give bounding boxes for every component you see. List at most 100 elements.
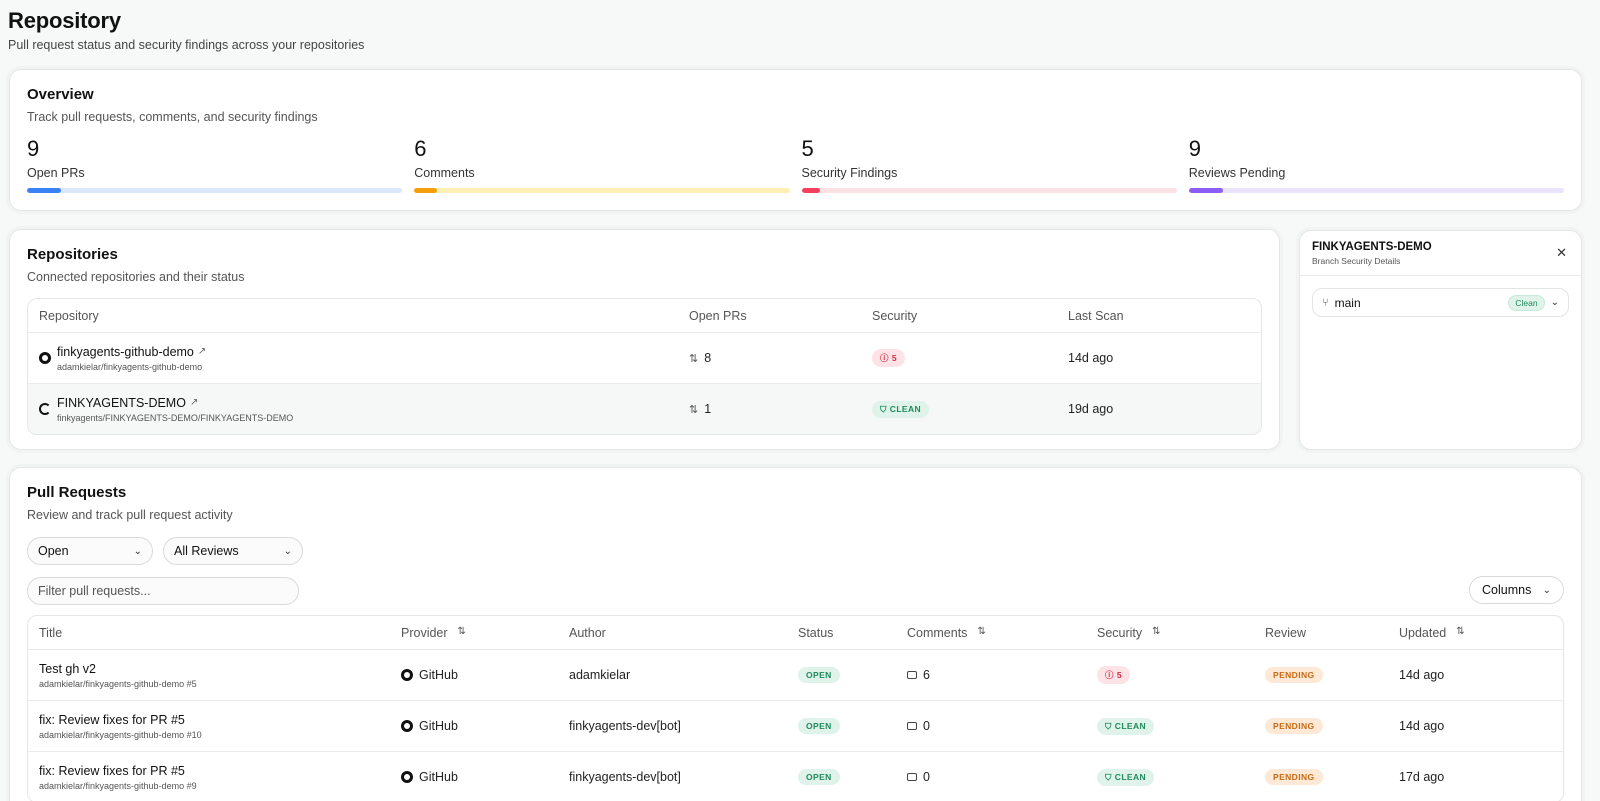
security-findings-badge: ⓘ 5 (872, 349, 906, 367)
close-icon[interactable]: ✕ (1556, 245, 1567, 260)
security-findings-badge: ⓘ 5 (1097, 666, 1131, 684)
repo-name-link[interactable]: FINKYAGENTS-DEMO (57, 395, 186, 410)
col-author[interactable]: Author (569, 625, 606, 640)
external-link-icon[interactable]: ↗ (197, 346, 207, 357)
sort-icon[interactable]: ⇅ (1152, 625, 1161, 637)
repositories-title: Repositories (27, 246, 118, 263)
col-provider-label: Provider (401, 625, 448, 640)
security-status: CLEAN (1114, 772, 1147, 782)
branch-item[interactable]: ⑂ main Clean ⌄ (1312, 288, 1569, 317)
open-prs-count: 1 (704, 402, 712, 416)
stat-label: Comments (414, 166, 475, 180)
provider-cell: GitHub (390, 719, 558, 733)
progress-bar (27, 188, 403, 193)
review-badge: PENDING (1265, 667, 1323, 683)
col-title[interactable]: Title (39, 625, 63, 640)
table-row[interactable]: FINKYAGENTS-DEMO ↗ finkyagents/FINKYAGEN… (28, 383, 1261, 434)
repo-name-line: finkyagents-github-demo ↗ (57, 345, 206, 359)
pull-request-icon: ⇅ (689, 352, 699, 365)
table-row[interactable]: fix: Review fixes for PR #5 adamkielar/f… (28, 700, 1563, 751)
col-comments-label: Comments (907, 625, 968, 640)
table-row[interactable]: finkyagents-github-demo ↗ adamkielar/fin… (28, 332, 1261, 383)
col-comments[interactable]: Comments ⇅ (896, 626, 1086, 640)
state-filter-value: Open (38, 544, 69, 558)
col-last-scan[interactable]: Last Scan (1068, 308, 1124, 323)
github-icon (401, 720, 413, 732)
chevron-down-icon: ⌄ (283, 545, 292, 557)
pr-path: adamkielar/finkyagents-github-demo #10 (39, 729, 202, 740)
security-clean-badge: ⛉ CLEAN (1097, 717, 1155, 735)
progress-fill (1188, 188, 1223, 193)
security-clean-badge: ⛉ CLEAN (872, 400, 930, 418)
security-count: 5 (891, 353, 898, 363)
pr-title[interactable]: fix: Review fixes for PR #5 (39, 712, 185, 727)
col-security[interactable]: Security (872, 308, 918, 323)
open-prs-cell: ⇅ 8 (678, 351, 861, 365)
github-icon (39, 352, 51, 364)
col-updated[interactable]: Updated ⇅ (1388, 626, 1476, 640)
col-open-prs[interactable]: Open PRs (689, 308, 747, 323)
branch-security-panel: FINKYAGENTS-DEMO Branch Security Details… (1299, 230, 1582, 450)
repo-name-link[interactable]: finkyagents-github-demo (57, 344, 194, 359)
author: adamkielar (569, 668, 631, 682)
review-badge: PENDING (1265, 718, 1323, 734)
sort-icon[interactable]: ⇅ (457, 625, 466, 637)
provider-name: GitHub (419, 770, 458, 784)
chevron-down-icon: ⌄ (133, 545, 142, 557)
pr-title[interactable]: fix: Review fixes for PR #5 (39, 763, 185, 778)
shield-icon: ⛉ (880, 403, 887, 414)
repo-cell: finkyagents-github-demo ↗ adamkielar/fin… (28, 345, 678, 372)
repo-path: adamkielar/finkyagents-github-demo (57, 361, 203, 372)
chevron-down-icon[interactable]: ⌄ (1550, 297, 1559, 308)
stat-value: 9 (1188, 136, 1201, 161)
stat-open-prs: 9 Open PRs (27, 136, 403, 193)
sort-icon[interactable]: ⇅ (1456, 625, 1465, 637)
comment-icon (907, 773, 917, 781)
pr-path: adamkielar/finkyagents-github-demo #5 (39, 678, 197, 689)
last-scan: 14d ago (1068, 351, 1114, 365)
review-cell: PENDING (1254, 667, 1388, 683)
stat-comments: 6 Comments (414, 136, 790, 193)
alert-icon: ⓘ (1105, 670, 1114, 680)
sort-icon[interactable]: ⇅ (977, 625, 986, 637)
table-row[interactable]: Test gh v2 adamkielar/finkyagents-github… (28, 649, 1563, 700)
security-cell: ⛉ CLEAN (1086, 717, 1254, 735)
status-badge: OPEN (798, 667, 840, 683)
filter-pull-requests-input[interactable] (27, 577, 299, 605)
review-filter-value: All Reviews (174, 544, 239, 558)
overview-subtitle: Track pull requests, comments, and secur… (27, 110, 318, 124)
security-cell: ⛉ CLEAN (1086, 768, 1254, 786)
panel-subtitle: Branch Security Details (1312, 256, 1401, 266)
external-link-icon[interactable]: ↗ (189, 397, 199, 408)
progress-bar (801, 188, 1177, 193)
search-row: Columns ⌄ (27, 576, 1564, 605)
stat-label: Reviews Pending (1188, 166, 1286, 180)
review-filter-select[interactable]: All Reviews ⌄ (163, 537, 303, 565)
progress-bar (1188, 188, 1564, 193)
chevron-down-icon: ⌄ (1542, 584, 1551, 596)
columns-button[interactable]: Columns ⌄ (1469, 576, 1564, 604)
table-row[interactable]: fix: Review fixes for PR #5 adamkielar/f… (28, 751, 1563, 801)
page-title: Repository (8, 8, 121, 33)
filters-row: Open ⌄ All Reviews ⌄ (27, 537, 1564, 565)
branch-status-badge: Clean (1508, 294, 1545, 311)
col-status[interactable]: Status (798, 625, 834, 640)
state-filter-select[interactable]: Open ⌄ (27, 537, 153, 565)
pull-requests-table: Title Provider ⇅ Author Status Comments ⇅ … (27, 615, 1564, 801)
col-review[interactable]: Review (1265, 625, 1306, 640)
author: finkyagents-dev[bot] (569, 770, 681, 784)
repo-cell: FINKYAGENTS-DEMO ↗ finkyagents/FINKYAGEN… (28, 396, 678, 423)
security-cell: ⓘ 5 (861, 349, 1057, 367)
progress-fill (27, 188, 61, 193)
col-security[interactable]: Security ⇅ (1086, 626, 1254, 640)
overview-title: Overview (27, 86, 94, 103)
pr-title[interactable]: Test gh v2 (39, 661, 96, 676)
comments-count: 0 (923, 770, 930, 784)
updated: 14d ago (1399, 719, 1445, 733)
security-cell: ⛉ CLEAN (861, 400, 1057, 418)
col-repository[interactable]: Repository (39, 308, 99, 323)
shield-icon: ⛉ (1105, 720, 1112, 731)
progress-bar (414, 188, 790, 193)
status-cell: OPEN (787, 667, 896, 683)
col-provider[interactable]: Provider ⇅ (390, 626, 558, 640)
